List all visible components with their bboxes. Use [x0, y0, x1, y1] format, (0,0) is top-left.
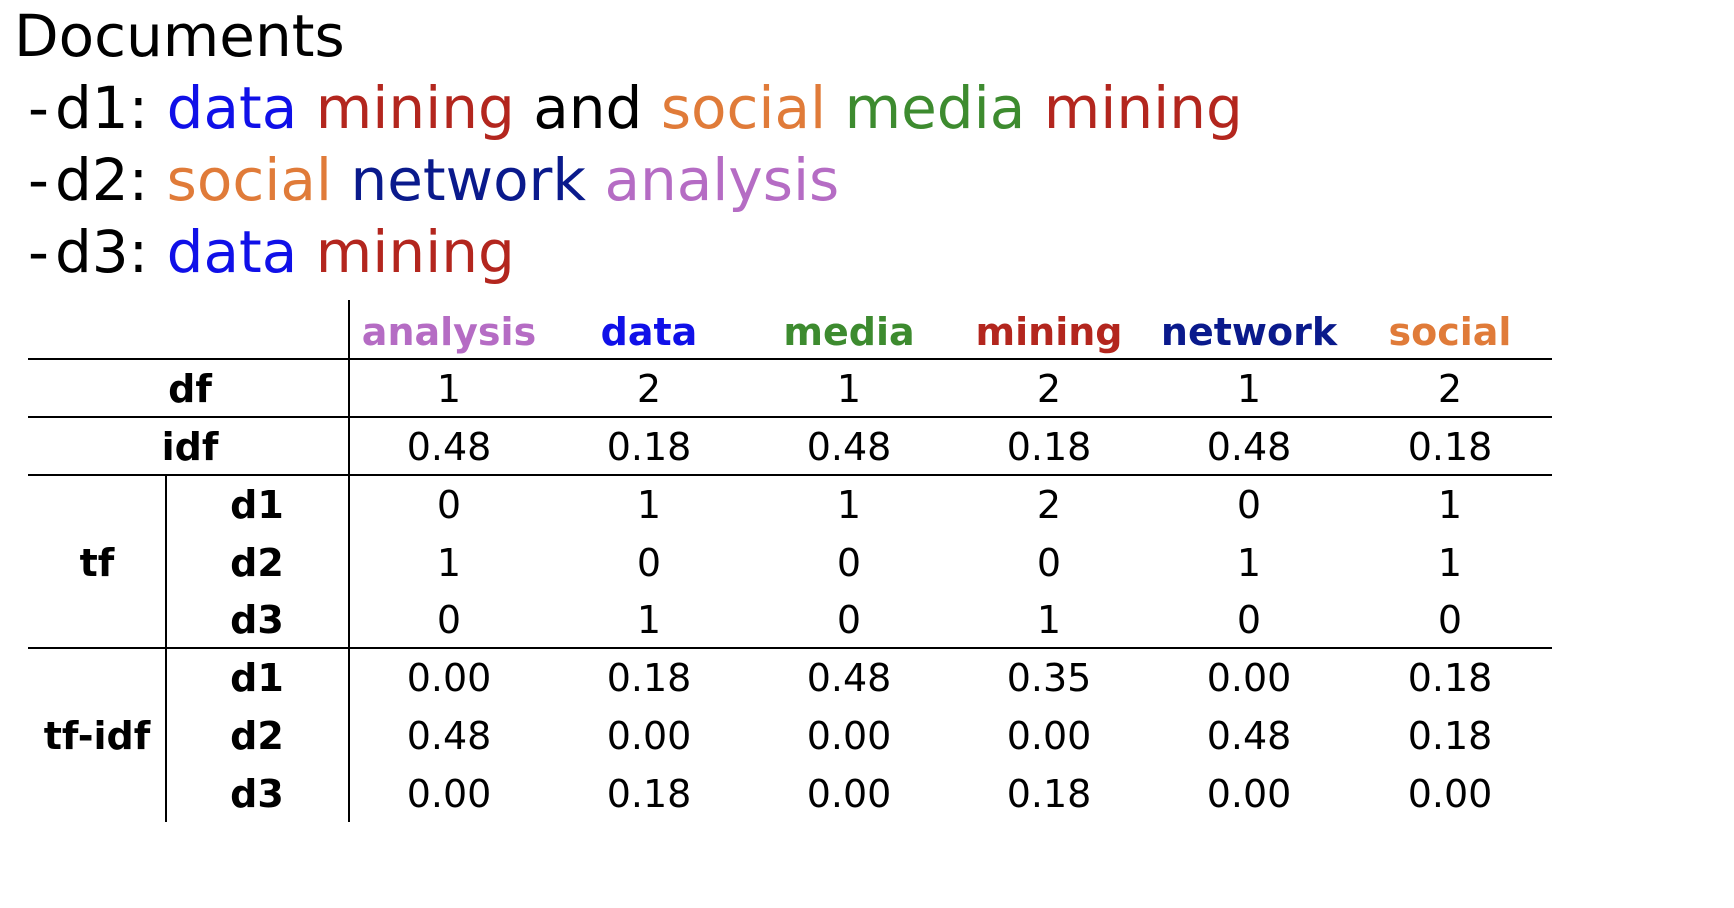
table-cell: 0.00: [1407, 772, 1493, 816]
document-term: media: [844, 74, 1026, 142]
table-cell: 1: [1036, 598, 1062, 642]
table-cell: 0.35: [1006, 656, 1092, 700]
column-header-social: social: [1388, 310, 1512, 354]
table-cell: 2: [1036, 367, 1062, 411]
table-cell: 0: [1036, 541, 1062, 585]
document-term: analysis: [604, 146, 840, 214]
table-cell: 0.48: [406, 714, 492, 758]
table-cell: 0.48: [1206, 714, 1292, 758]
table-cell: 1: [1236, 367, 1262, 411]
bullet-dash: -: [28, 218, 49, 286]
document-term: social: [166, 146, 333, 214]
table-cell: 0.00: [1206, 656, 1292, 700]
table-cell: 0.48: [806, 656, 892, 700]
table-cell: 0.00: [1006, 714, 1092, 758]
row-label-d1: d1: [230, 656, 284, 700]
document-term: mining: [315, 218, 515, 286]
table-cell: 0.48: [806, 425, 892, 469]
table-cell: 0.00: [1206, 772, 1292, 816]
df-rule: [28, 416, 1552, 418]
header-rule: [28, 358, 1552, 360]
row-label-d2: d2: [230, 541, 284, 585]
documents-title: Documents: [14, 2, 345, 70]
table-cell: 0.18: [1006, 772, 1092, 816]
table-cell: 0.18: [606, 656, 692, 700]
documents-section: Documents - d1: data mining and social me…: [14, 0, 1243, 288]
row-label-d3: d3: [230, 598, 284, 642]
row-label-d1: d1: [230, 483, 284, 527]
document-term: data: [166, 218, 298, 286]
table-cell: 0: [636, 541, 662, 585]
document-line-d1: - d1: data mining and social media mining: [14, 72, 1243, 144]
table-cell: 1: [1437, 541, 1463, 585]
table-cell: 0.48: [1206, 425, 1292, 469]
row-label-idf: idf: [161, 425, 219, 469]
document-id: d2: [54, 146, 129, 214]
row-label-df: df: [168, 367, 212, 411]
table-cell: 0.18: [606, 772, 692, 816]
table-cell: 0.18: [1407, 425, 1493, 469]
column-header-mining: mining: [975, 310, 1123, 354]
bullet-dash: -: [28, 146, 49, 214]
table-cell: 0: [436, 483, 462, 527]
table-cell: 1: [1437, 483, 1463, 527]
documents-list: - d1: data mining and social media mining…: [14, 72, 1243, 288]
document-line-d2: - d2: social network analysis: [14, 144, 1243, 216]
document-id: d3: [54, 218, 129, 286]
document-term: mining: [1043, 74, 1243, 142]
table-cell: 0: [1437, 598, 1463, 642]
table-cell: 0: [836, 541, 862, 585]
tf-rule: [28, 647, 1552, 649]
row-label-d2: d2: [230, 714, 284, 758]
bullet-dash: -: [28, 74, 49, 142]
table-cell: 0: [436, 598, 462, 642]
table-cell: 0.00: [406, 656, 492, 700]
table-cell: 1: [436, 541, 462, 585]
table-cell: 0.48: [406, 425, 492, 469]
table-cell: 0.18: [1407, 656, 1493, 700]
idf-rule: [28, 474, 1552, 476]
document-id: d1: [54, 74, 129, 142]
group-label-tf: tf: [79, 541, 115, 585]
table-cell: 1: [1236, 541, 1262, 585]
label-column-rule: [348, 300, 350, 822]
document-separator: :: [128, 74, 149, 142]
column-header-analysis: analysis: [361, 310, 537, 354]
document-term: and: [533, 74, 643, 142]
table-cell: 0.18: [606, 425, 692, 469]
table-cell: 1: [636, 483, 662, 527]
document-term: network: [350, 146, 586, 214]
table-cell: 2: [1036, 483, 1062, 527]
table-cell: 0.00: [606, 714, 692, 758]
row-label-d3: d3: [230, 772, 284, 816]
table-cell: 0.00: [806, 772, 892, 816]
document-term: mining: [315, 74, 515, 142]
column-header-network: network: [1160, 310, 1338, 354]
document-separator: :: [128, 218, 149, 286]
table-cell: 1: [636, 598, 662, 642]
document-line-d3: - d3: data mining: [14, 216, 1243, 288]
table-cell: 0.18: [1006, 425, 1092, 469]
group-column-rule: [165, 475, 167, 822]
table-cell: 0.00: [406, 772, 492, 816]
table-cell: 0: [836, 598, 862, 642]
table-cell: 0.18: [1407, 714, 1493, 758]
document-term: data: [166, 74, 298, 142]
column-header-media: media: [783, 310, 915, 354]
table-cell: 0: [1236, 483, 1262, 527]
document-separator: :: [128, 146, 149, 214]
table-cell: 0.00: [806, 714, 892, 758]
document-term: social: [660, 74, 827, 142]
table-cell: 1: [836, 483, 862, 527]
group-label-tfidf: tf-idf: [43, 714, 151, 758]
column-header-data: data: [600, 310, 698, 354]
table-cell: 2: [1437, 367, 1463, 411]
table-cell: 0: [1236, 598, 1262, 642]
table-cell: 2: [636, 367, 662, 411]
table-cell: 1: [836, 367, 862, 411]
table-cell: 1: [436, 367, 462, 411]
